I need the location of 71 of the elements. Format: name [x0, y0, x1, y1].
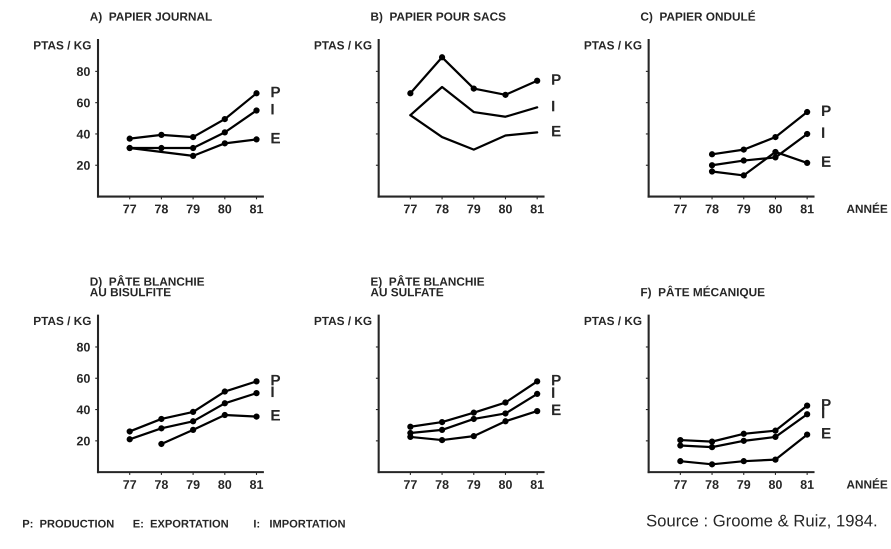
x-tick-label: 79: [467, 204, 480, 214]
series-label: P: [552, 74, 561, 85]
y-tick-label: 60: [76, 98, 90, 108]
x-tick-label: 81: [530, 480, 544, 489]
y-tick-label: 20: [76, 161, 90, 170]
y-tick-label: 20: [76, 436, 90, 446]
x-tick-label: 78: [436, 204, 449, 214]
series-label: E: [552, 126, 561, 136]
series-label: I: [552, 100, 554, 112]
chart-title: C) PAPIER ONDULÉ: [640, 10, 756, 24]
series-label: P: [271, 86, 280, 98]
x-tick-label: 78: [706, 204, 719, 214]
y-axis-title: PTAS / KG: [584, 40, 642, 50]
series-label: P: [822, 399, 831, 410]
text: P: PRODUCTION E: EXPORTATION I: IMPORTATION: [23, 520, 345, 528]
x-tick-label: 77: [123, 204, 136, 214]
series-label: I: [271, 386, 274, 398]
y-axis-title: PTAS / KG: [34, 40, 91, 50]
y-tick-label: 60: [76, 374, 90, 383]
y-axis-title: PTAS / KG: [314, 316, 372, 326]
series-label: E: [822, 156, 831, 167]
y-tick-label: 40: [76, 405, 90, 414]
x-tick-label: 80: [768, 480, 782, 489]
y-axis-title: PTAS / KG: [34, 316, 91, 326]
chart-title: B) PAPIER POUR SACS: [371, 12, 506, 24]
x-tick-label: 77: [123, 480, 136, 489]
x-tick-label: 78: [154, 204, 168, 214]
x-tick-label: 78: [154, 480, 168, 489]
series-label: P: [271, 374, 280, 386]
x-tick-label: 79: [467, 480, 480, 489]
x-tick-label: 78: [436, 480, 449, 489]
x-tick-label: 79: [737, 204, 750, 214]
x-tick-label: 77: [674, 480, 687, 489]
series-label: P: [552, 374, 561, 386]
chart-title: F) PÂTE MÉCANIQUE: [641, 286, 765, 299]
x-tick-label: 78: [706, 480, 719, 489]
y-tick-label: 80: [76, 67, 90, 76]
x-tick-label: 81: [250, 480, 264, 489]
x-tick-label: 80: [498, 204, 512, 214]
x-axis-title: ANNÉE: [846, 478, 888, 489]
series-label: E: [271, 410, 280, 421]
series-label: I: [271, 104, 274, 114]
x-tick-label: 79: [737, 480, 750, 489]
series-label: E: [822, 428, 831, 439]
y-axis-title: PTAS / KG: [314, 40, 372, 50]
x-tick-label: 77: [674, 204, 687, 214]
x-tick-label: 79: [186, 480, 200, 489]
x-tick-label: 81: [250, 204, 264, 214]
chart-title: E) PÂTE BLANCHIE AU SULFATE: [370, 275, 484, 296]
x-tick-label: 77: [404, 204, 417, 214]
source-note: Source : Groome & Ruiz, 1984.: [646, 514, 876, 528]
y-axis-title: PTAS / KG: [584, 316, 642, 326]
x-tick-label: 80: [498, 480, 512, 489]
x-tick-label: 80: [218, 480, 232, 489]
x-tick-label: 81: [800, 480, 814, 489]
series-label: I: [552, 387, 554, 398]
y-tick-label: 80: [76, 342, 90, 352]
series-label: E: [271, 132, 280, 144]
series-label: E: [552, 404, 561, 416]
x-tick-label: 80: [768, 204, 782, 214]
x-tick-label: 81: [800, 204, 814, 214]
x-tick-label: 79: [186, 204, 200, 214]
x-tick-label: 80: [218, 204, 232, 214]
series-label: P: [822, 105, 831, 116]
chart-title: D) PÂTE BLANCHIE AU BISULFITE: [90, 275, 204, 296]
x-tick-label: 77: [404, 480, 417, 489]
y-tick-label: 40: [76, 130, 90, 139]
chart-title: A) PAPIER JOURNAL: [90, 12, 212, 24]
series-label: I: [822, 127, 824, 138]
x-tick-label: 81: [530, 204, 544, 214]
x-axis-title: ANNÉE: [846, 202, 888, 213]
